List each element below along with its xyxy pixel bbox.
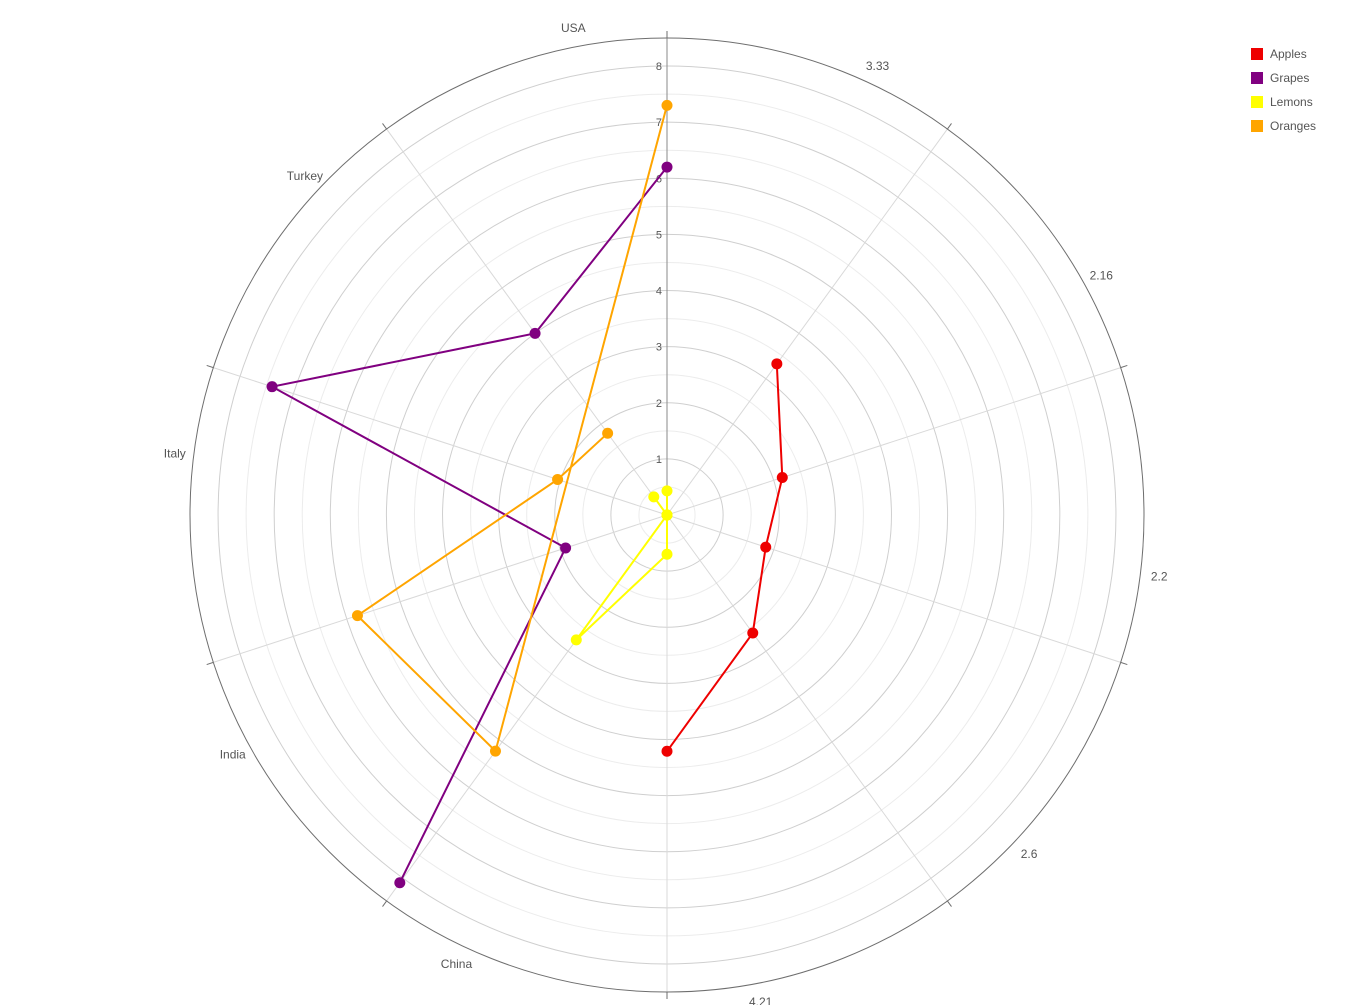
radial-tick-label: 5 [656,229,662,241]
axis-spoke [666,514,948,902]
axis-tick [946,900,952,907]
axis-spoke [213,367,668,516]
radial-tick-label: 2 [656,398,662,410]
legend-label: Grapes [1270,71,1310,85]
data-point-apples [771,358,783,370]
data-point-grapes [266,381,278,393]
category-label: India [220,748,246,762]
radial-tick-label: 4 [656,286,662,298]
category-label: Turkey [287,169,323,183]
data-point-grapes [529,327,541,339]
data-point-lemons [661,485,673,497]
data-point-oranges [602,427,614,439]
legend: Apples Grapes Lemons Oranges [1251,42,1316,138]
axis-tick [1120,364,1128,369]
data-point-oranges [489,745,501,757]
category-label: 4.21 [749,995,773,1005]
legend-swatch [1251,72,1263,84]
axis-spoke [666,367,1121,516]
data-point-grapes [394,877,406,889]
legend-label: Lemons [1270,95,1313,109]
category-label: Italy [164,447,186,461]
radial-tick-label: 6 [656,173,662,185]
data-point-lemons [661,509,673,521]
data-point-grapes [560,542,572,554]
legend-label: Apples [1270,47,1307,61]
data-point-oranges [552,473,564,485]
series-line-grapes [269,166,668,884]
grid: USA 3.33 2.16 2.2 2.6 4.21 China India Italy Turk… [164,21,1168,1005]
legend-item-lemons[interactable]: Lemons [1251,90,1316,114]
axis-spoke [213,514,668,663]
axis-tick [206,364,214,369]
legend-item-grapes[interactable]: Grapes [1251,66,1316,90]
legend-label: Oranges [1270,119,1317,133]
category-label: USA [561,21,586,35]
data-point-lemons [661,548,673,560]
legend-swatch [1251,96,1263,108]
series-line-apples [666,363,784,752]
axis-tick [382,123,388,130]
category-label: 2.16 [1090,268,1114,282]
axis-spoke [666,514,1121,663]
data-point-oranges [351,610,363,622]
data-point-apples [661,745,673,757]
radial-tick-label: 7 [656,117,662,129]
axis-spoke [666,128,948,516]
data-point-apples [776,472,788,484]
data-point-lemons [570,634,582,646]
data-point-apples [747,627,759,639]
radial-tick-label: 1 [656,454,662,466]
category-label: 2.6 [1021,847,1038,861]
radial-tick-label: 8 [656,61,662,73]
axis-tick [382,900,388,907]
radial-tick-label: 3 [656,342,662,354]
data-point-oranges [661,99,673,111]
legend-item-apples[interactable]: Apples [1251,42,1316,66]
category-label: 3.33 [866,59,890,73]
axis-tick [206,661,214,666]
legend-swatch [1251,120,1263,132]
data-point-apples [760,541,772,553]
data-point-lemons [648,491,660,503]
data-point-grapes [661,161,673,173]
axis-tick [1120,661,1128,666]
axis-tick [946,123,952,130]
outer-circle [189,37,1145,993]
legend-swatch [1251,48,1263,60]
series-layer [266,99,788,889]
category-label: 2.2 [1151,569,1168,583]
axis-spoke [386,128,668,516]
category-label: China [441,957,473,971]
legend-item-oranges[interactable]: Oranges [1251,114,1316,138]
